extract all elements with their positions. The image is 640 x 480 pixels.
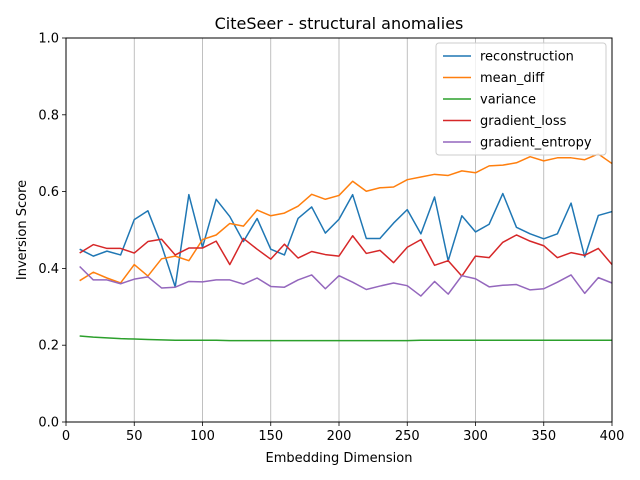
series-line-variance xyxy=(79,335,612,342)
series-line-reconstruction xyxy=(79,192,613,288)
legend-label: reconstruction xyxy=(480,50,574,65)
series-line-gradient-entropy xyxy=(79,265,613,297)
axis-ticks: 0 50 100 150 200 250 300 350 400 0.0 0.2 0.4 0.6 0.8 1… xyxy=(38,32,624,445)
series-line-mean-diff xyxy=(79,153,613,284)
series-line-gradient-loss xyxy=(79,234,613,277)
legend-label: gradient_loss xyxy=(480,114,567,129)
x-tick-label: 350 xyxy=(531,429,556,444)
plot-series xyxy=(79,153,613,342)
y-tick-label: 0.6 xyxy=(38,185,59,200)
x-tick-label: 400 xyxy=(600,429,625,444)
x-tick-label: 250 xyxy=(395,429,420,444)
y-tick-label: 0.4 xyxy=(38,262,59,277)
y-tick-label: 1.0 xyxy=(38,32,59,47)
y-tick-label: 0.8 xyxy=(38,108,59,123)
x-tick-label: 50 xyxy=(126,429,143,444)
y-axis-title: Inversion Score xyxy=(15,180,30,280)
y-tick-label: 0.2 xyxy=(38,339,59,354)
legend-box xyxy=(435,42,607,156)
x-tick-label: 200 xyxy=(327,429,352,444)
x-tick-label: 300 xyxy=(463,429,488,444)
y-tick-label: 0.0 xyxy=(38,416,59,431)
x-tick-label: 150 xyxy=(258,429,283,444)
x-axis-title: Embedding Dimension xyxy=(266,451,413,466)
legend-label: mean_diff xyxy=(480,71,545,86)
legend-label: variance xyxy=(480,93,536,108)
x-tick-label: 100 xyxy=(190,429,215,444)
chart-title: CiteSeer - structural anomalies xyxy=(215,14,464,33)
x-tick-label: 0 xyxy=(62,429,70,444)
legend-label: gradient_entropy xyxy=(480,136,592,151)
legend: reconstruction mean_diff variance gradient_… xyxy=(435,42,607,156)
